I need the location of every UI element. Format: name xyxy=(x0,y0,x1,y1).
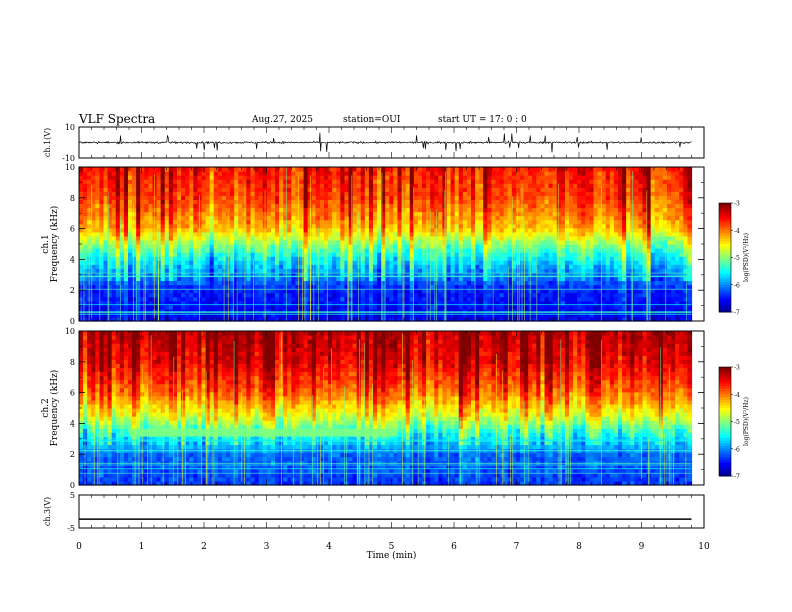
y-axis-label: ch.1 xyxy=(41,234,51,253)
colorbar-tick-label: -3 xyxy=(734,365,740,372)
chart-title: VLF Spectra xyxy=(79,112,156,126)
colorbar-ch2 xyxy=(718,366,733,477)
y-tick-label: 0 xyxy=(70,481,75,490)
y-tick-label: -10 xyxy=(62,154,75,163)
y-axis-label: ch.3(V) xyxy=(43,497,52,526)
start-time-label: start UT = 17: 0 : 0 xyxy=(438,115,527,125)
narrowband-line xyxy=(129,428,398,437)
x-tick-label: 1 xyxy=(139,542,145,552)
x-tick-label: 10 xyxy=(698,542,710,552)
y-tick-label: 2 xyxy=(70,450,75,459)
y-axis-label: ch.2 xyxy=(41,398,51,417)
colorbar-tick-label: -6 xyxy=(734,282,740,289)
colorbar-tick-label: -4 xyxy=(734,228,740,235)
y-tick-label: 4 xyxy=(70,419,75,428)
colorbar-tick-label: -7 xyxy=(734,310,740,317)
y-axis-label: ch.1(V) xyxy=(43,128,52,157)
date-label: Aug.27, 2025 xyxy=(252,115,313,125)
y-tick-label: 10 xyxy=(65,163,75,172)
y-tick-label: 4 xyxy=(70,255,75,264)
spectrogram-ch2 xyxy=(79,331,693,486)
x-tick-label: 4 xyxy=(326,542,332,552)
spectrogram-ch1 xyxy=(79,167,693,322)
colorbar-tick-label: -7 xyxy=(734,474,740,481)
x-tick-label: 6 xyxy=(451,542,457,552)
colorbar-label: log(PSD)(V²/Hz) xyxy=(743,397,750,446)
y-axis-label: Frequency (kHz) xyxy=(49,206,60,283)
y-tick-label: 8 xyxy=(70,194,75,203)
y-tick-label: 8 xyxy=(70,358,75,367)
y-tick-label: 6 xyxy=(70,389,75,398)
station-label: station=OUI xyxy=(343,115,401,125)
x-tick-label: 0 xyxy=(76,542,82,552)
x-tick-label: 3 xyxy=(264,542,270,552)
x-tick-label: 5 xyxy=(389,542,395,552)
colorbar-tick-label: -5 xyxy=(734,255,740,262)
y-tick-label: 5 xyxy=(70,491,75,500)
x-tick-label: 2 xyxy=(201,542,207,552)
x-tick-label: 7 xyxy=(514,542,520,552)
colorbar-tick-label: -4 xyxy=(734,392,740,399)
colorbar-tick-label: -6 xyxy=(734,446,740,453)
y-tick-label: 10 xyxy=(65,327,75,336)
colorbar-ch1 xyxy=(718,202,733,313)
y-tick-label: 10 xyxy=(65,123,75,132)
colorbar-tick-label: -5 xyxy=(734,419,740,426)
x-tick-label: 9 xyxy=(639,542,645,552)
y-tick-label: 6 xyxy=(70,225,75,234)
colorbar-tick-label: -3 xyxy=(734,201,740,208)
x-tick-label: 8 xyxy=(576,542,582,552)
colorbar-label: log(PSD)(V²/Hz) xyxy=(743,233,750,282)
y-tick-label: 2 xyxy=(70,286,75,295)
x-axis-label: Time (min) xyxy=(367,550,417,561)
waveform-line-ch1 xyxy=(78,132,692,153)
y-tick-label: 0 xyxy=(70,317,75,326)
y-axis-label: Frequency (kHz) xyxy=(49,370,60,447)
y-tick-label: -5 xyxy=(67,524,75,533)
